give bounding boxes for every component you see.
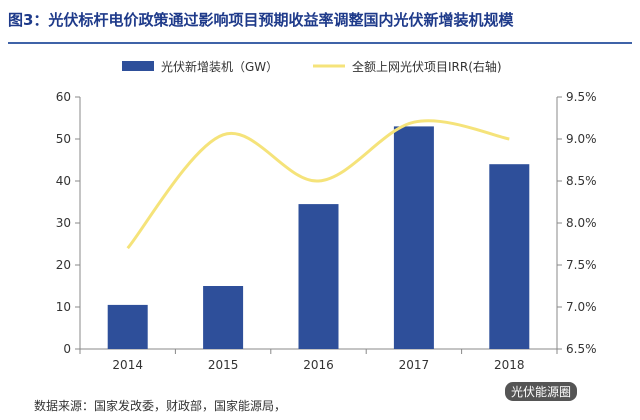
left-tick-label: 20 <box>56 258 71 272</box>
legend-bar-label: 光伏新增装机（GW） <box>161 59 278 74</box>
x-tick-label: 2015 <box>208 358 239 372</box>
left-tick-label: 30 <box>56 216 71 230</box>
bar <box>298 204 339 349</box>
right-tick-label: 8.5% <box>566 174 597 188</box>
right-tick-label: 8.0% <box>566 216 597 230</box>
left-tick-label: 0 <box>63 342 71 356</box>
left-tick-label: 40 <box>56 174 71 188</box>
title-rule <box>8 42 632 44</box>
x-tick-label: 2016 <box>303 358 334 372</box>
bar <box>393 126 434 350</box>
right-tick-label: 9.5% <box>566 90 597 104</box>
bar <box>489 164 530 349</box>
left-tick-label: 10 <box>56 300 71 314</box>
source-note: 数据来源：国家发改委，财政部，国家能源局， <box>34 399 287 413</box>
left-tick-label: 60 <box>56 90 71 104</box>
bar <box>203 286 244 349</box>
right-tick-label: 9.0% <box>566 132 597 146</box>
legend-line-label: 全额上网光伏项目IRR(右轴) <box>352 59 502 74</box>
right-tick-label: 7.5% <box>566 258 597 272</box>
x-tick-label: 2018 <box>494 358 525 372</box>
right-tick-label: 6.5% <box>566 342 597 356</box>
figure-title: 图3：光伏标杆电价政策通过影响项目预期收益率调整国内光伏新增装机规模 <box>8 11 514 29</box>
x-tick-label: 2017 <box>399 358 430 372</box>
x-tick-label: 2014 <box>112 358 143 372</box>
right-tick-label: 7.0% <box>566 300 597 314</box>
watermark: 光伏能源圈 <box>505 382 578 401</box>
legend-bar-swatch <box>122 61 154 71</box>
bar <box>107 304 148 349</box>
left-tick-label: 50 <box>56 132 71 146</box>
